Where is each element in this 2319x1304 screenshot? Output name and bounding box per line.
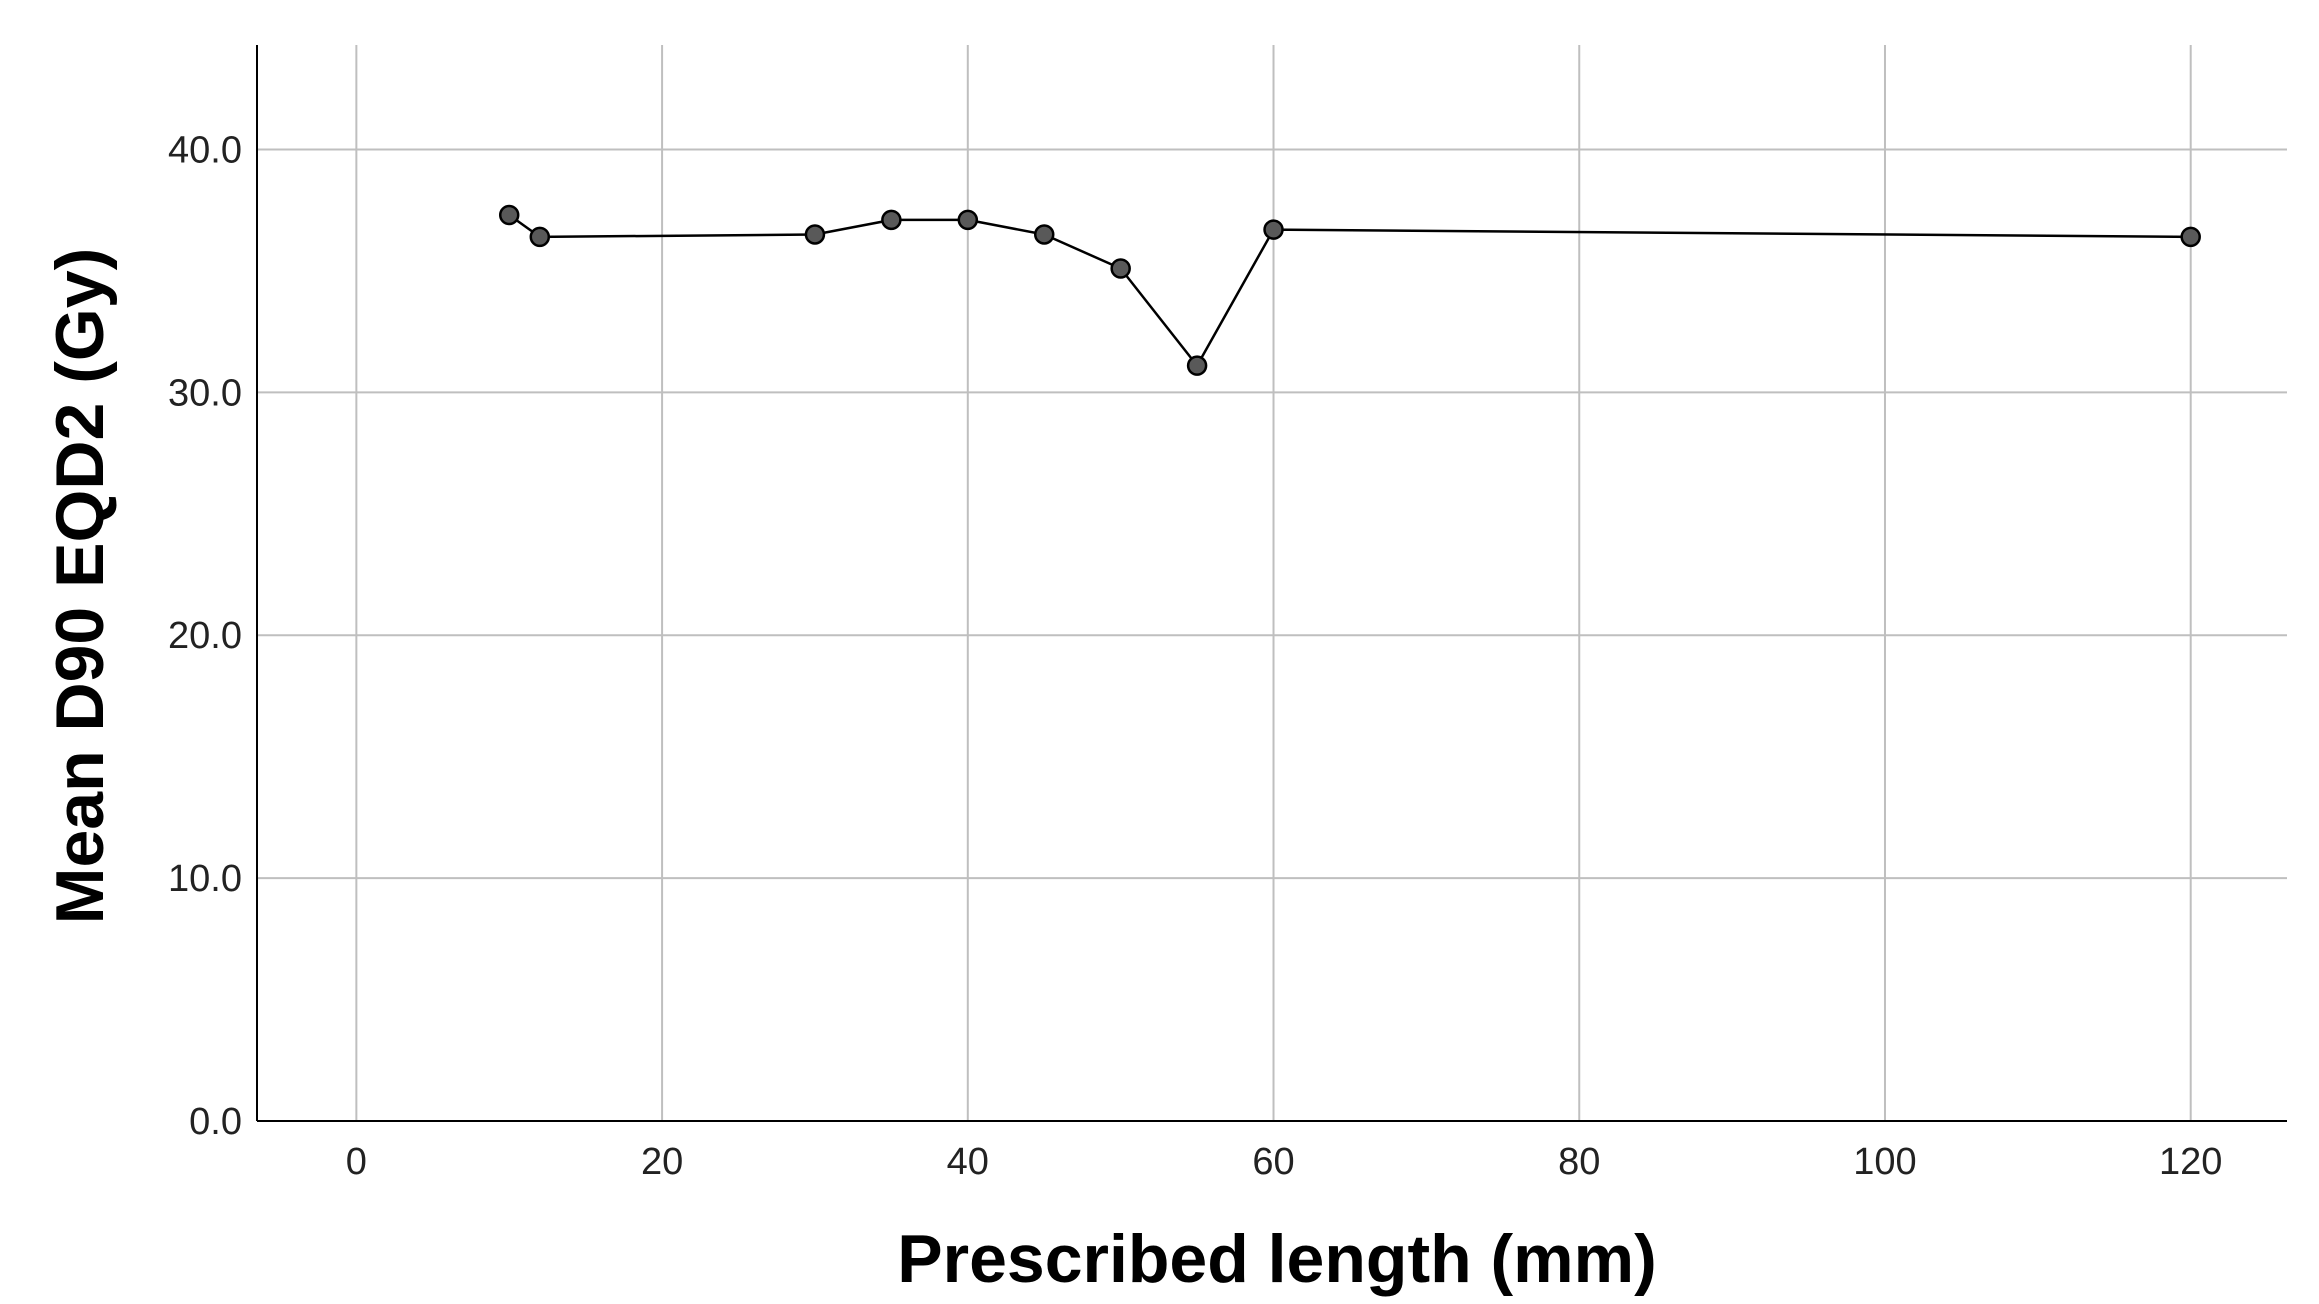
x-tick-label: 20 <box>641 1141 683 1183</box>
y-tick-label: 40.0 <box>168 129 242 171</box>
tick-labels: 0 20 40 60 80 100 120 0.0 10.0 20.0 30.0 40.0 <box>168 129 2222 1183</box>
data-point <box>498 204 520 226</box>
x-tick-label: 40 <box>947 1141 989 1183</box>
data-point <box>1263 219 1284 240</box>
x-tick-label: 0 <box>346 1141 367 1183</box>
data-point <box>804 224 826 245</box>
x-tick-label: 100 <box>1853 1141 1916 1183</box>
y-tick-label: 30.0 <box>168 372 242 414</box>
data-point <box>529 226 551 248</box>
data-point <box>1033 224 1055 245</box>
data-point <box>1110 258 1131 279</box>
axes <box>256 45 2287 1122</box>
y-tick-label: 20.0 <box>168 615 242 657</box>
gridlines <box>257 45 2287 1121</box>
series-line <box>508 213 2191 367</box>
data-point <box>2180 226 2201 248</box>
x-tick-label: 80 <box>1558 1141 1600 1183</box>
data-point <box>1186 355 1208 376</box>
x-tick-label: 60 <box>1252 1141 1294 1183</box>
y-axis-title: Mean D90 EQD2 (Gy) <box>42 248 118 924</box>
y-tick-label: 10.0 <box>168 858 242 900</box>
data-point <box>881 209 902 231</box>
data-point <box>957 209 979 231</box>
y-tick-label: 0.0 <box>189 1101 242 1143</box>
x-axis-title: Prescribed length (mm) <box>897 1221 1657 1297</box>
x-tick-label: 120 <box>2159 1141 2222 1183</box>
data-series <box>498 204 2201 376</box>
